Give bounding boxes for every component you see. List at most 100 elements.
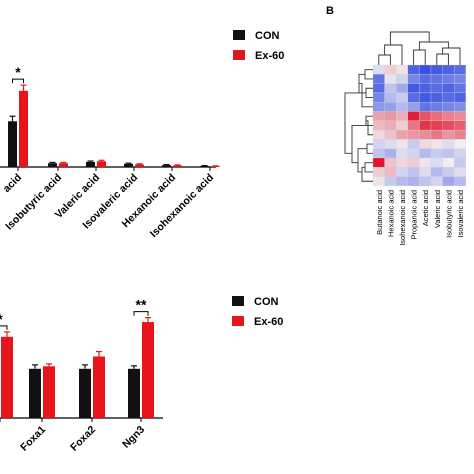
- heatmap-cell-5-3: [407, 111, 420, 121]
- legend-swatch-0: [233, 30, 245, 40]
- heatmap-cell-6-5: [430, 120, 443, 131]
- heatmap-cell-2-3: [407, 83, 420, 94]
- heatmap-cell-12-1: [384, 176, 397, 187]
- heatmap-cell-0-1: [384, 64, 397, 75]
- heatmap-cell-11-5: [430, 167, 443, 177]
- heatmap-cell-6-2: [396, 120, 408, 131]
- heatmap-cell-2-4: [419, 83, 432, 94]
- heatmap-cell-7-4: [419, 129, 432, 140]
- bar-con-3: [124, 163, 133, 167]
- heatmap-cell-6-3: [407, 120, 420, 131]
- heatmap-cell-9-4: [419, 148, 432, 159]
- x-tick-label: Foxa1: [18, 424, 48, 454]
- heatmap-cell-9-1: [384, 148, 397, 159]
- heatmap-cell-9-6: [442, 148, 455, 159]
- heatmap-cell-5-5: [430, 111, 443, 121]
- heatmap-cell-10-1: [384, 157, 397, 168]
- heatmap-cell-4-1: [384, 102, 397, 112]
- heatmap-cell-4-6: [442, 102, 455, 112]
- heatmap-cell-1-0: [372, 74, 385, 84]
- heatmap-cell-9-0: [372, 148, 385, 159]
- heatmap-cell-8-4: [419, 139, 432, 149]
- heatmap-cell-10-6: [442, 157, 455, 168]
- heatmap-cell-4-0: [372, 102, 385, 112]
- heatmap-cell-7-0: [372, 129, 385, 140]
- heatmap-column-label: Acetic acid: [421, 190, 430, 226]
- heatmap-cell-7-7: [454, 129, 466, 140]
- heatmap-cell-3-4: [419, 92, 432, 103]
- heatmap-cell-8-6: [442, 139, 455, 149]
- heatmap-cell-2-6: [442, 83, 455, 94]
- heatmap-cell-7-1: [384, 129, 397, 140]
- heatmap-cell-1-7: [454, 74, 466, 84]
- heatmap-cell-9-5: [430, 148, 443, 159]
- heatmap-column-label: Propanoic acid: [410, 190, 419, 240]
- heatmap-cell-5-1: [384, 111, 397, 121]
- heatmap-cell-2-5: [430, 83, 443, 94]
- legend-label-0: CON: [255, 30, 280, 42]
- bar-con-2: [79, 368, 91, 418]
- heatmap-cell-12-0: [372, 176, 385, 187]
- heatmap-cell-8-1: [384, 139, 397, 149]
- heatmap-cell-7-2: [396, 129, 408, 140]
- heatmap-cell-5-4: [419, 111, 432, 121]
- heatmap-cell-10-7: [454, 157, 466, 168]
- heatmap-cell-11-0: [372, 167, 385, 177]
- significance-mark-3: **: [136, 297, 147, 313]
- heatmap-cell-11-6: [442, 167, 455, 177]
- heatmap-cell-8-0: [372, 139, 385, 149]
- heatmap-cell-10-0: [372, 157, 385, 168]
- x-tick-label: Foxa2: [68, 424, 98, 454]
- heatmap-cell-10-3: [407, 157, 420, 168]
- x-tick-label: acid: [1, 172, 24, 195]
- heatmap-cell-12-4: [419, 176, 432, 187]
- bar-con-3: [128, 368, 140, 418]
- heatmap-cell-11-4: [419, 167, 432, 177]
- heatmap-cell-0-6: [442, 64, 455, 75]
- heatmap-cell-1-5: [430, 74, 443, 84]
- bar-ex-60-2: [93, 356, 105, 418]
- bar-ex-60-3: [135, 164, 144, 167]
- bar-con-4: [162, 165, 171, 167]
- significance-mark-0: *: [15, 64, 21, 80]
- heatmap-cell-0-0: [372, 64, 385, 75]
- bar-con-5: [200, 165, 209, 167]
- heatmap-cell-0-5: [430, 64, 443, 75]
- bar-ex-60-2: [97, 161, 106, 167]
- heatmap-cell-1-2: [396, 74, 408, 84]
- heatmap-cell-0-7: [454, 64, 466, 75]
- heatmap-cell-5-7: [454, 111, 466, 121]
- heatmap-cell-11-7: [454, 167, 466, 177]
- heatmap-cell-4-7: [454, 102, 466, 112]
- bar-ex-60-0: [19, 90, 28, 167]
- significance-bracket-3: [133, 311, 149, 316]
- heatmap-cell-9-2: [396, 148, 408, 159]
- significance-mark-0: *: [0, 311, 3, 327]
- heatmap-cell-5-6: [442, 111, 455, 121]
- heatmap-column-label: Valeric acid: [433, 190, 442, 228]
- heatmap-cell-3-5: [430, 92, 443, 103]
- heatmap-cell-3-7: [454, 92, 466, 103]
- heatmap-column-label: Hexanoic acid: [386, 190, 395, 237]
- heatmap-cell-7-6: [442, 129, 455, 140]
- heatmap-cell-0-4: [419, 64, 432, 75]
- heatmap-cell-3-6: [442, 92, 455, 103]
- heatmap-cell-6-4: [419, 120, 432, 131]
- heatmap-cell-9-3: [407, 148, 420, 159]
- heatmap-cell-6-0: [372, 120, 385, 131]
- heatmap-cell-12-5: [430, 176, 443, 187]
- heatmap-cell-11-1: [384, 167, 397, 177]
- heatmap-column-label: Isobutyric acid: [444, 190, 453, 238]
- heatmap-cell-4-5: [430, 102, 443, 112]
- column-dendrogram: [378, 31, 461, 65]
- heatmap-cell-6-7: [454, 120, 466, 131]
- heatmap-cell-5-0: [372, 111, 385, 121]
- heatmap-cell-8-7: [454, 139, 466, 149]
- heatmap-cell-3-2: [396, 92, 408, 103]
- heatmap-cell-11-2: [396, 167, 408, 177]
- heatmap-column-label: Butanoic acid: [375, 190, 384, 235]
- heatmap-cell-8-2: [396, 139, 408, 149]
- bar-con-1: [48, 163, 57, 167]
- heatmap-cell-10-4: [419, 157, 432, 168]
- heatmap-column-label: Isovaleric acid: [456, 190, 465, 238]
